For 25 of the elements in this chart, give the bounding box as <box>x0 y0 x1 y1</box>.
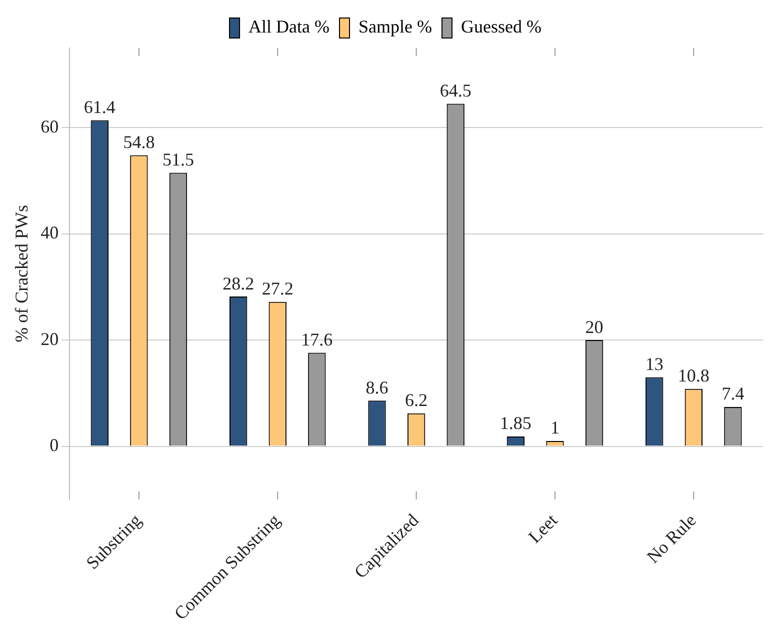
data-label: 27.2 <box>262 278 294 299</box>
data-label: 61.4 <box>84 96 116 117</box>
data-label: 64.5 <box>440 80 472 100</box>
data-label: 1 <box>550 418 560 438</box>
data-label: 1.85 <box>500 413 532 434</box>
y-axis-title: % of Cracked PWs <box>12 204 32 342</box>
data-label: 8.6 <box>366 377 388 398</box>
data-label: 51.5 <box>162 150 194 170</box>
legend-label: Sample % <box>358 16 432 37</box>
y-tick-label: 40 <box>40 222 59 243</box>
y-tick-label: 60 <box>40 116 59 136</box>
y-tick-label: 0 <box>50 434 59 455</box>
data-label: 6.2 <box>405 390 428 410</box>
data-label: 13 <box>645 354 664 374</box>
data-label: 10.8 <box>678 366 710 386</box>
legend-label: Guessed % <box>460 16 542 37</box>
y-tick-label: 20 <box>40 328 59 349</box>
data-label: 17.6 <box>301 330 333 350</box>
legend-label: All Data % <box>248 16 330 37</box>
data-label: 28.2 <box>222 273 254 294</box>
x-tick-label: Leet <box>524 510 562 547</box>
data-label: 54.8 <box>123 132 155 152</box>
data-label: 7.4 <box>722 384 744 404</box>
data-label: 20 <box>585 316 604 337</box>
x-tick-label: No Rule <box>642 510 700 567</box>
